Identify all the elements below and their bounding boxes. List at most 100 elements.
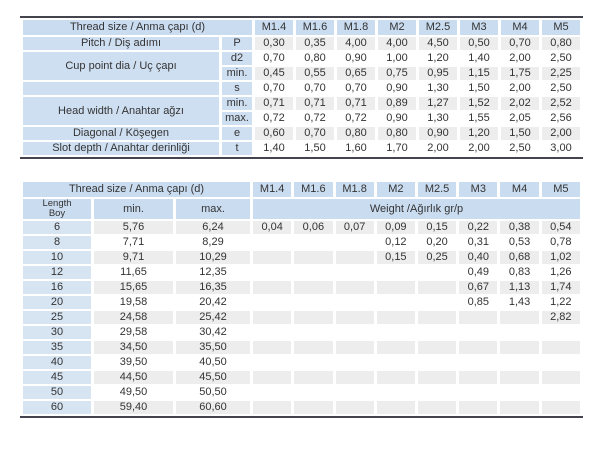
dimension-value: 2,00 xyxy=(501,52,539,65)
dimension-value: 1,20 xyxy=(460,127,498,140)
weight-value xyxy=(459,356,498,369)
length-value: 25 xyxy=(23,311,91,324)
weight-value xyxy=(500,356,539,369)
dimension-symbol: e xyxy=(222,127,252,140)
dimension-value: 0,65 xyxy=(337,67,375,80)
weight-value xyxy=(294,356,333,369)
dimension-value: 0,90 xyxy=(337,52,375,65)
dimension-value: 1,20 xyxy=(419,52,457,65)
dimension-value: 0,60 xyxy=(255,127,293,140)
max-value: 35,50 xyxy=(176,341,251,354)
dimension-value: 0,72 xyxy=(337,112,375,125)
weight-value xyxy=(376,281,415,294)
weight-value: 0,38 xyxy=(500,221,539,234)
thread-size-header: M1.8 xyxy=(337,20,375,35)
weight-value: 0,04 xyxy=(253,221,292,234)
thread-size-header: M2.5 xyxy=(417,182,457,197)
dimension-value: 2,00 xyxy=(542,127,580,140)
dimension-value: 2,50 xyxy=(501,142,539,155)
dimension-value: 0,70 xyxy=(296,127,334,140)
weight-value xyxy=(294,311,333,324)
dimension-value: 3,00 xyxy=(542,142,580,155)
weight-value: 0,78 xyxy=(541,236,580,249)
weight-value xyxy=(376,401,415,414)
dimension-value: 1,15 xyxy=(460,67,498,80)
weight-value xyxy=(335,326,374,339)
dimension-row-label xyxy=(23,82,219,95)
weights-header-row: Thread size / Anma çapı (d) M1.4 M1.6 M1.8… xyxy=(23,182,580,197)
length-value: 6 xyxy=(23,221,91,234)
dimension-symbol: min. xyxy=(222,67,252,80)
weight-value xyxy=(335,356,374,369)
dimension-value: 0,72 xyxy=(296,112,334,125)
weights-subheader-row: Length Boy min. max. Weight /Ağırlık gr/… xyxy=(23,199,580,219)
weight-value xyxy=(376,266,415,279)
weight-value xyxy=(294,296,333,309)
max-value: 8,29 xyxy=(176,236,251,249)
dimension-value: 0,72 xyxy=(255,112,293,125)
dimension-symbol: t xyxy=(222,142,252,155)
dimension-row-label: Cup point dia / Uç çapı xyxy=(23,52,219,80)
weight-value xyxy=(253,266,292,279)
weight-value: 0,22 xyxy=(459,221,498,234)
weight-value xyxy=(417,311,457,324)
dimension-value: 0,80 xyxy=(337,127,375,140)
weight-value xyxy=(541,326,580,339)
weight-value xyxy=(500,326,539,339)
min-value: 39,50 xyxy=(94,356,173,369)
dimension-value: 0,90 xyxy=(378,82,416,95)
weight-value xyxy=(335,386,374,399)
dimension-value: 0,70 xyxy=(255,82,293,95)
dimension-value: 0,80 xyxy=(296,52,334,65)
dimension-value: 0,70 xyxy=(296,82,334,95)
weight-value: 2,82 xyxy=(541,311,580,324)
dimension-value: 1,50 xyxy=(501,127,539,140)
dimension-value: 1,27 xyxy=(419,97,457,110)
dimension-value: 1,30 xyxy=(419,82,457,95)
length-row: 40 39,50 40,50 xyxy=(23,356,580,369)
dimension-value: 2,50 xyxy=(542,82,580,95)
weight-value: 0,15 xyxy=(376,251,415,264)
weight-value xyxy=(253,311,292,324)
dimension-value: 0,80 xyxy=(542,37,580,50)
dimension-value: 2,56 xyxy=(542,112,580,125)
dimension-row: Head width / Anahtar ağzı min. 0,71 0,71 0,7… xyxy=(23,97,580,125)
thread-size-header: M5 xyxy=(541,182,580,197)
weight-value xyxy=(417,266,457,279)
weight-value xyxy=(417,296,457,309)
weight-value xyxy=(541,386,580,399)
dimension-row: max. 0,72 0,72 0,72 0,90 1,30 1,55 2,05 2,56 xyxy=(23,112,580,125)
length-row: 30 29,58 30,42 xyxy=(23,326,580,339)
weight-value xyxy=(500,371,539,384)
length-value: 8 xyxy=(23,236,91,249)
weight-value: 0,06 xyxy=(294,221,333,234)
weight-value xyxy=(253,236,292,249)
dimension-value: 0,71 xyxy=(296,97,334,110)
weights-table-wrap: Thread size / Anma çapı (d) M1.4 M1.6 M1.8… xyxy=(20,180,583,418)
weight-value xyxy=(417,356,457,369)
weight-value xyxy=(417,401,457,414)
weight-value xyxy=(294,386,333,399)
thread-size-header: M2 xyxy=(376,182,415,197)
weight-value: 0,85 xyxy=(459,296,498,309)
length-value: 40 xyxy=(23,356,91,369)
weight-value xyxy=(294,266,333,279)
dimension-row: min. 0,45 0,55 0,65 0,75 0,95 1,15 1,75 2,25 xyxy=(23,67,580,80)
dimension-value: 2,02 xyxy=(501,97,539,110)
thread-size-header: M4 xyxy=(501,20,539,35)
length-label-en: Length xyxy=(42,199,72,209)
dimension-row-label: Pitch / Diş adımı xyxy=(23,37,219,50)
dimension-row: Pitch / Diş adımı P 0,30 0,35 4,00 4,00 4,50 0,… xyxy=(23,37,580,50)
thread-size-header: M1.6 xyxy=(296,20,334,35)
weight-value: 0,40 xyxy=(459,251,498,264)
min-value: 29,58 xyxy=(94,326,173,339)
length-row: 45 44,50 45,50 xyxy=(23,371,580,384)
thread-size-header: M4 xyxy=(500,182,539,197)
weight-value xyxy=(459,311,498,324)
weight-value xyxy=(253,281,292,294)
weight-value xyxy=(500,341,539,354)
weight-value xyxy=(335,311,374,324)
weight-value xyxy=(335,266,374,279)
weight-value xyxy=(294,401,333,414)
dimension-value: 1,40 xyxy=(255,142,293,155)
